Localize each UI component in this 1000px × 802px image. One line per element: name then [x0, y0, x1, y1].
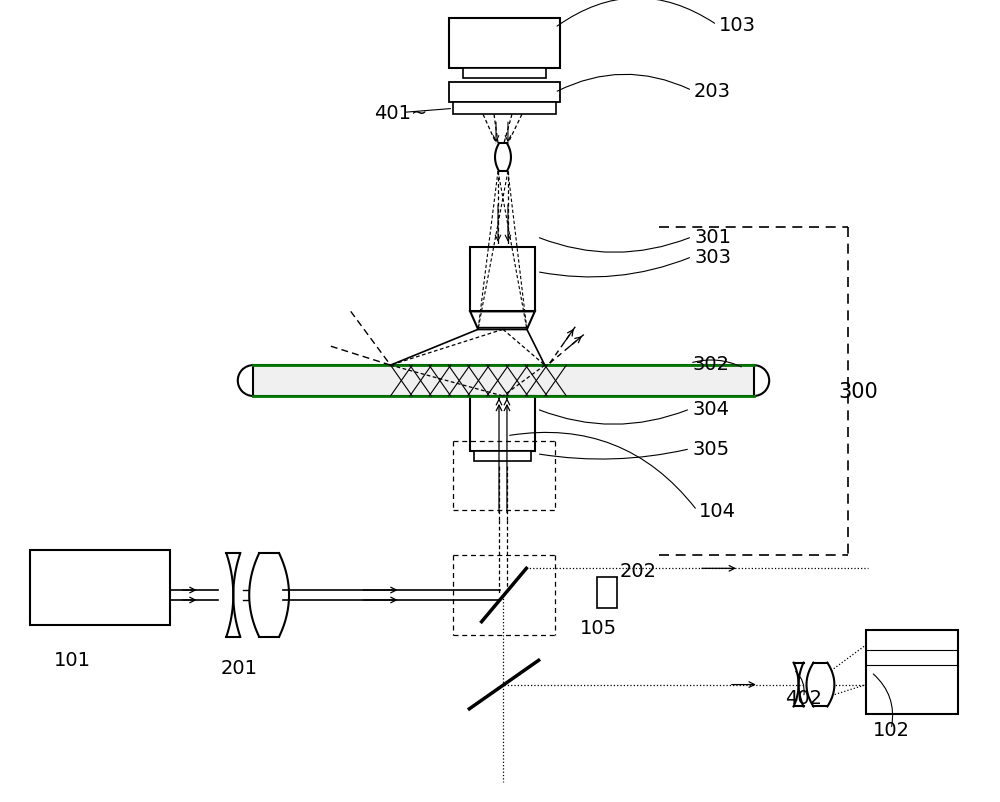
Bar: [470, 247, 535, 312]
Text: 304: 304: [692, 400, 729, 419]
Bar: [474, 452, 531, 461]
Bar: [597, 577, 617, 608]
Text: 401~: 401~: [374, 103, 427, 123]
Text: 305: 305: [692, 439, 729, 459]
Polygon shape: [495, 144, 511, 172]
Bar: [463, 68, 546, 79]
Text: 101: 101: [54, 650, 91, 670]
Bar: [866, 630, 958, 715]
Bar: [453, 103, 556, 115]
Text: 301: 301: [694, 228, 731, 247]
Bar: [30, 550, 170, 625]
Polygon shape: [794, 662, 804, 707]
Text: 104: 104: [699, 501, 736, 520]
Text: 102: 102: [873, 720, 910, 739]
Bar: [470, 396, 535, 452]
Bar: [449, 18, 560, 68]
Text: 300: 300: [838, 382, 878, 402]
Text: 105: 105: [580, 618, 617, 638]
Text: 202: 202: [619, 561, 656, 580]
Text: 201: 201: [221, 658, 258, 678]
Bar: [253, 366, 754, 396]
Polygon shape: [249, 553, 289, 637]
Text: 203: 203: [694, 82, 731, 101]
Text: 103: 103: [719, 16, 756, 35]
Text: 303: 303: [694, 248, 731, 267]
Polygon shape: [807, 662, 834, 707]
Text: 302: 302: [692, 354, 729, 373]
Bar: [449, 83, 560, 103]
Text: 402: 402: [785, 688, 822, 707]
Polygon shape: [226, 553, 240, 637]
Polygon shape: [470, 312, 535, 330]
